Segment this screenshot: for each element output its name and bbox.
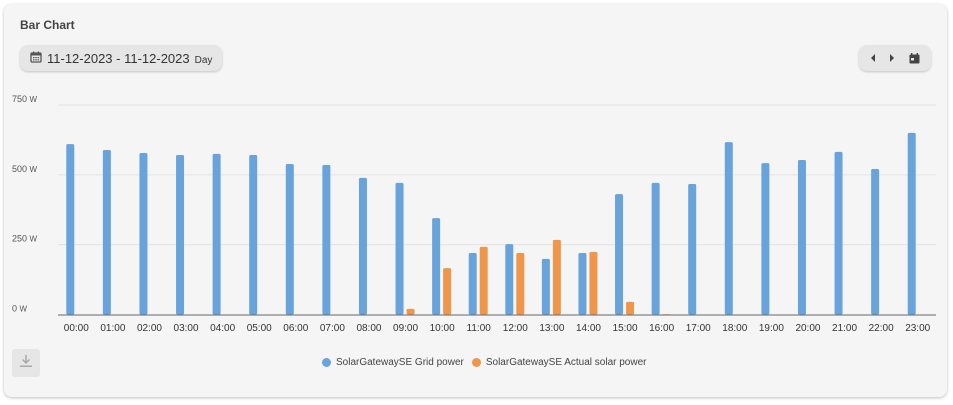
chart-card: Bar Chart 11-12-2023 - 11-12-2023 Day [4,4,947,397]
legend-swatch [471,358,481,367]
bar-solar-power [479,246,488,315]
date-navigation [859,45,931,71]
bar-grid-power [468,253,477,315]
bar-grid-power [358,177,367,315]
bar-grid-power [395,182,404,315]
bar-grid-power [724,142,733,315]
bar-grid-power [322,165,331,315]
bar-grid-power [505,244,514,315]
caret-left-icon[interactable] [870,54,876,62]
bar-grid-power [249,155,258,315]
bar-solar-power [516,253,525,315]
y-tick-label: 750 W [12,94,38,104]
bar-grid-power [834,151,843,315]
x-tick-label: 06:00 [283,323,308,334]
bar-grid-power [212,153,221,315]
period-label: Day [194,55,213,66]
bar-grid-power [102,149,111,315]
x-tick-label: 15:00 [613,323,638,334]
y-tick-label: 250 W [12,234,38,244]
bar-solar-power [406,308,415,315]
bar-grid-power [285,163,294,315]
bar-grid-power [761,163,770,315]
bar-solar-power [626,301,635,315]
card-title: Bar Chart [20,18,75,32]
date-range-button[interactable]: 11-12-2023 - 11-12-2023 Day [20,45,223,71]
x-tick-label: 09:00 [393,323,418,334]
legend-label: SolarGatewaySE Actual solar power [485,357,647,368]
x-tick-label: 20:00 [795,323,820,334]
caret-right-icon[interactable] [889,54,895,62]
legend-label: SolarGatewaySE Grid power [336,357,464,368]
bar-grid-power [432,218,441,315]
bar-grid-power [541,258,550,315]
bar-solar-power [443,268,452,315]
download-icon [19,354,33,373]
x-tick-label: 02:00 [137,323,162,334]
bar-grid-power [615,194,624,315]
legend-item-solar-power[interactable]: SolarGatewaySE Actual solar power [471,357,647,368]
date-range-label: 11-12-2023 - 11-12-2023 [47,50,190,66]
calendar-today-icon[interactable] [909,52,920,64]
x-tick-label: 03:00 [174,323,199,334]
x-tick-label: 18:00 [722,323,747,334]
x-tick-label: 23:00 [905,323,930,334]
x-tick-label: 13:00 [539,323,564,334]
bar-grid-power [871,168,880,315]
legend-swatch [322,358,331,367]
bar-solar-power [589,251,598,315]
x-tick-label: 04:00 [210,323,235,334]
bar-grid-power [907,132,916,315]
x-tick-label: 10:00 [430,323,455,334]
bar-solar-power [552,239,561,315]
bar-grid-power [578,253,587,315]
x-tick-label: 17:00 [686,323,711,334]
y-tick-label: 500 W [12,164,38,174]
download-button[interactable] [12,349,40,377]
y-tick-label: 0 W [12,304,28,314]
bar-grid-power [688,184,697,315]
x-tick-label: 12:00 [503,323,528,334]
x-tick-label: 05:00 [247,323,272,334]
bar-grid-power [176,155,185,315]
legend: SolarGatewaySE Grid power SolarGatewaySE… [322,357,650,368]
x-tick-label: 22:00 [869,323,894,334]
legend-item-grid-power[interactable]: SolarGatewaySE Grid power [322,357,464,368]
x-tick-label: 11:00 [467,323,492,334]
x-tick-label: 21:00 [832,323,857,334]
x-tick-label: 14:00 [576,323,601,334]
x-tick-label: 08:00 [356,323,381,334]
x-tick-label: 01:00 [100,323,125,334]
x-tick-label: 19:00 [759,323,784,334]
x-tick-label: 16:00 [649,323,674,334]
bar-grid-power [139,153,148,315]
x-tick-label: 00:00 [64,323,89,334]
calendar-icon [30,51,42,66]
bar-grid-power [651,182,660,315]
x-tick-label: 07:00 [320,323,345,334]
bar-grid-power [66,144,75,315]
bar-grid-power [797,160,806,315]
